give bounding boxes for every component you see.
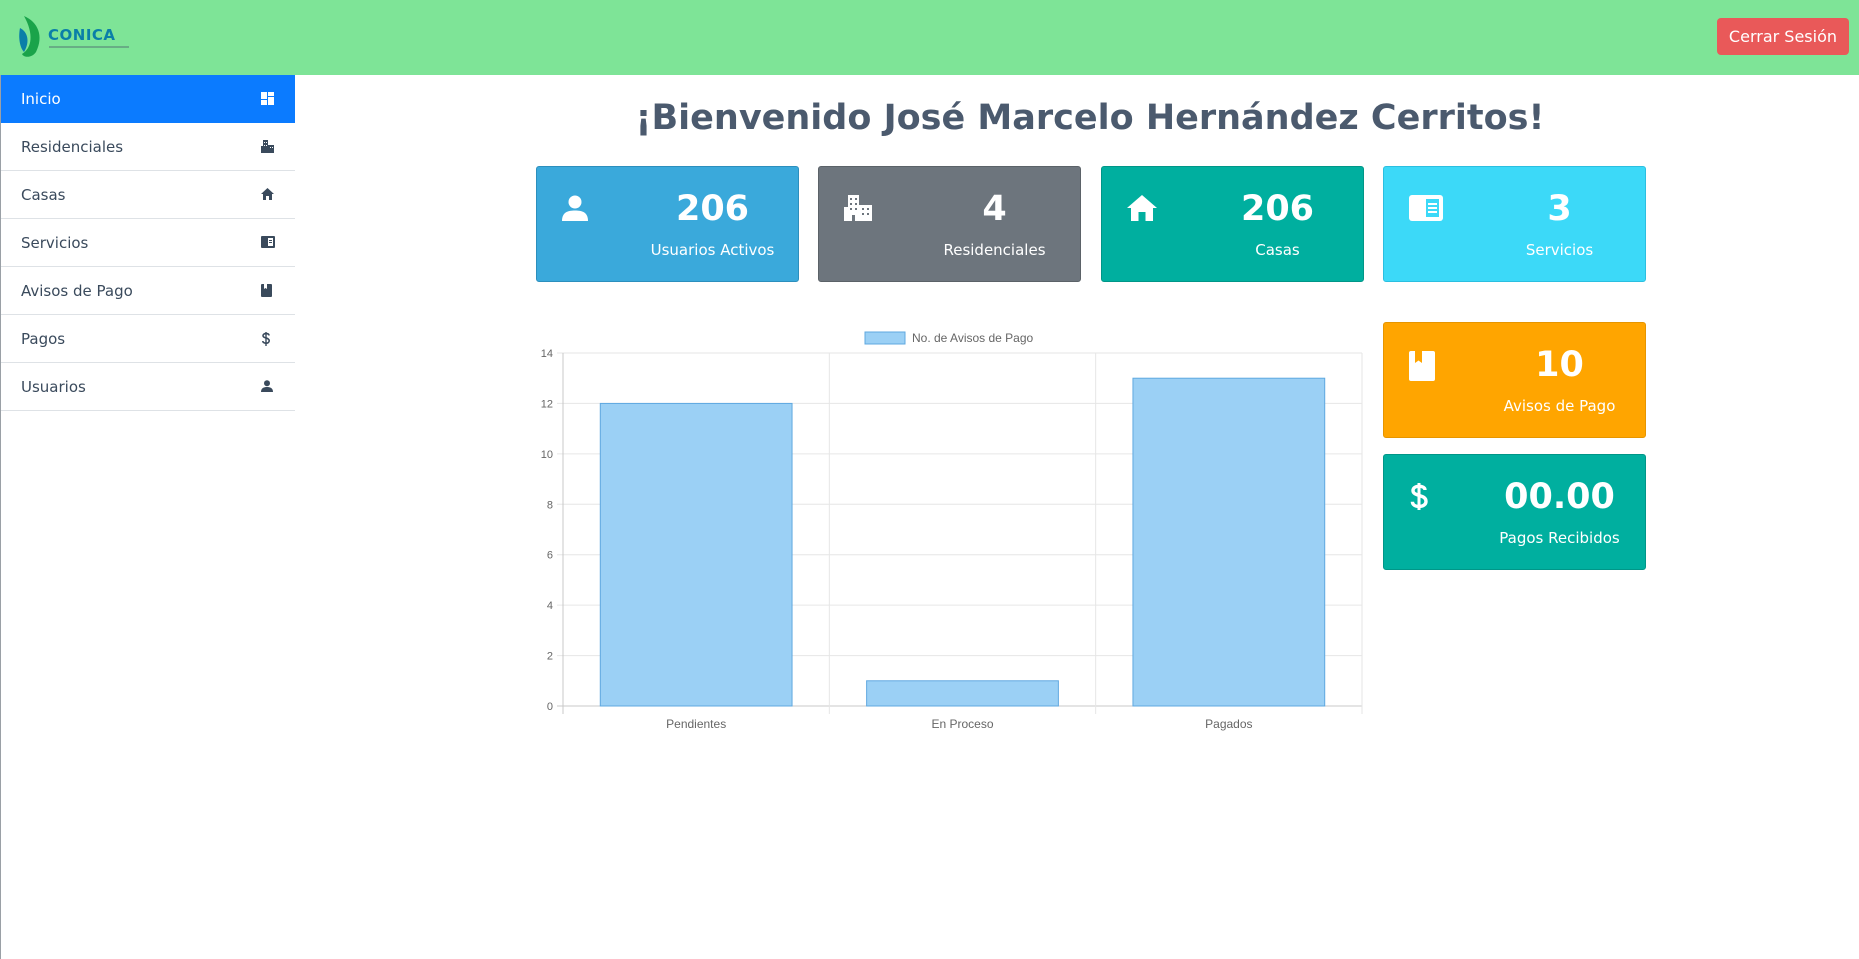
y-tick-label: 12: [541, 398, 553, 410]
y-tick-label: 10: [541, 449, 553, 461]
sidebar-item-servicios[interactable]: Servicios: [1, 219, 295, 267]
logout-button[interactable]: Cerrar Sesión: [1716, 18, 1849, 55]
card-value: 206: [675, 189, 750, 229]
y-tick-label: 6: [547, 550, 553, 562]
card-label: Casas: [1255, 241, 1300, 259]
y-tick-label: 14: [541, 348, 553, 360]
stat-card-servicios[interactable]: 3 Servicios: [1383, 166, 1646, 282]
y-tick-label: 8: [547, 499, 553, 511]
stat-card-avisos[interactable]: 10 Avisos de Pago: [1383, 322, 1646, 438]
bar-pagados: [1132, 377, 1326, 707]
sidebar-item-inicio[interactable]: Inicio: [1, 75, 295, 123]
book-icon: [261, 284, 275, 298]
card-value: 00.00: [1504, 477, 1615, 517]
card-value: 4: [982, 189, 1007, 229]
x-tick-label: Pagados: [1205, 717, 1252, 731]
sidebar-item-label: Servicios: [21, 234, 89, 252]
panel-icon: [261, 236, 275, 250]
y-tick-label: 2: [547, 651, 553, 663]
stat-card-pagos[interactable]: 00.00 Pagos Recibidos: [1383, 454, 1646, 570]
logo-text: CONICA: [48, 26, 116, 44]
sidebar-item-usuarios[interactable]: Usuarios: [1, 363, 295, 411]
card-value: 3: [1547, 189, 1572, 229]
card-value: 10: [1535, 345, 1584, 385]
city-icon: [844, 195, 872, 223]
user-icon: [261, 380, 275, 394]
city-icon: [261, 140, 275, 154]
dashboard-icon: [261, 92, 275, 106]
y-tick-label: 4: [547, 600, 553, 612]
card-label: Usuarios Activos: [650, 241, 775, 259]
card-label: Residenciales: [943, 241, 1046, 259]
y-tick-label: 0: [547, 701, 553, 713]
logo-mark-icon: [19, 16, 40, 57]
legend-label: No. de Avisos de Pago: [912, 331, 1034, 345]
card-label: Avisos de Pago: [1503, 397, 1616, 415]
sidebar-item-label: Residenciales: [21, 138, 124, 156]
sidebar-item-pagos[interactable]: Pagos: [1, 315, 295, 363]
sidebar-item-label: Usuarios: [21, 378, 86, 396]
conica-logo[interactable]: CONICA: [18, 14, 129, 60]
stat-card-residenciales[interactable]: 4 Residenciales: [818, 166, 1081, 282]
legend-swatch: [864, 331, 906, 345]
sidebar-item-label: Pagos: [21, 330, 66, 348]
avisos-bar-chart: 0 2 4 6 8 10 12 14 Pendientes En Proceso Pagados No…: [541, 331, 1363, 731]
x-tick-label: En Proceso: [931, 717, 993, 731]
top-bar: CONICA Cerrar Sesión: [0, 0, 1859, 75]
panel-icon: [1409, 195, 1443, 223]
card-label: Pagos Recibidos: [1499, 529, 1620, 547]
dollar-icon: [261, 332, 275, 346]
sidebar-item-label: Avisos de Pago: [21, 282, 133, 300]
bar-pendientes: [599, 402, 793, 707]
sidebar-item-label: Inicio: [21, 90, 61, 108]
stat-card-usuarios[interactable]: 206 Usuarios Activos: [536, 166, 799, 282]
sidebar-item-label: Casas: [21, 186, 66, 204]
page-title: ¡Bienvenido José Marcelo Hernández Cerri…: [635, 98, 1545, 138]
dollar-icon: [1409, 483, 1437, 511]
logo-subtitle: [49, 46, 129, 48]
sidebar: Inicio Residenciales Casas Servicios Avi…: [0, 75, 295, 959]
card-value: 206: [1240, 189, 1315, 229]
stat-card-casas[interactable]: 206 Casas: [1101, 166, 1364, 282]
x-tick-label: Pendientes: [666, 717, 726, 731]
sidebar-item-avisos[interactable]: Avisos de Pago: [1, 267, 295, 315]
home-icon: [1127, 195, 1157, 223]
bar-en-proceso: [866, 680, 1059, 707]
sidebar-item-casas[interactable]: Casas: [1, 171, 295, 219]
card-label: Servicios: [1525, 241, 1594, 259]
book-icon: [1409, 351, 1437, 381]
user-icon: [562, 195, 590, 223]
home-icon: [261, 188, 275, 202]
sidebar-item-residenciales[interactable]: Residenciales: [1, 123, 295, 171]
